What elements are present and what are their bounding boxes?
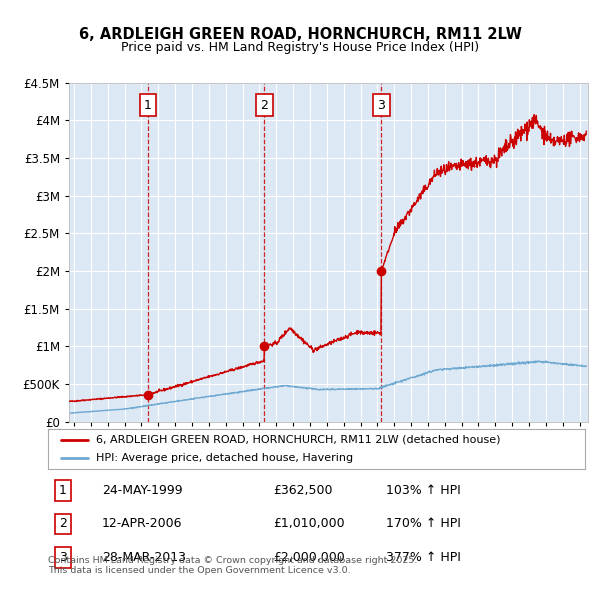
Text: 3: 3 [59,551,67,564]
Text: 6, ARDLEIGH GREEN ROAD, HORNCHURCH, RM11 2LW: 6, ARDLEIGH GREEN ROAD, HORNCHURCH, RM11… [79,27,521,42]
Text: 24-MAY-1999: 24-MAY-1999 [102,484,182,497]
Text: 377% ↑ HPI: 377% ↑ HPI [386,551,461,564]
Text: 1: 1 [144,99,152,112]
Text: 28-MAR-2013: 28-MAR-2013 [102,551,186,564]
Text: HPI: Average price, detached house, Havering: HPI: Average price, detached house, Have… [97,453,353,463]
Text: 3: 3 [377,99,385,112]
Text: £2,000,000: £2,000,000 [274,551,345,564]
Text: 6, ARDLEIGH GREEN ROAD, HORNCHURCH, RM11 2LW (detached house): 6, ARDLEIGH GREEN ROAD, HORNCHURCH, RM11… [97,435,501,445]
Text: 2: 2 [59,517,67,530]
Text: £1,010,000: £1,010,000 [274,517,345,530]
Text: 1: 1 [59,484,67,497]
Text: 12-APR-2006: 12-APR-2006 [102,517,182,530]
Text: 2: 2 [260,99,268,112]
Text: £362,500: £362,500 [274,484,333,497]
Text: Price paid vs. HM Land Registry's House Price Index (HPI): Price paid vs. HM Land Registry's House … [121,41,479,54]
Text: 170% ↑ HPI: 170% ↑ HPI [386,517,461,530]
Text: Contains HM Land Registry data © Crown copyright and database right 2025.
This d: Contains HM Land Registry data © Crown c… [48,556,418,575]
Text: 103% ↑ HPI: 103% ↑ HPI [386,484,461,497]
